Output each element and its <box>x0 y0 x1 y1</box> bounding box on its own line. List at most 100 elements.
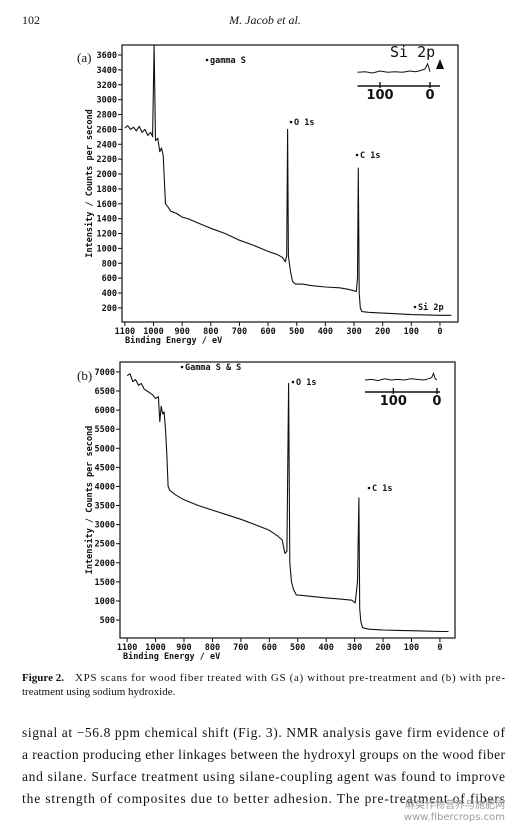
y-tick-label: 600 <box>102 274 117 284</box>
x-axis-title: Binding Energy / eV <box>125 335 222 346</box>
y-tick-label: 3500 <box>95 502 115 512</box>
y-tick-label: 2200 <box>97 155 117 165</box>
y-tick-label: 1800 <box>97 185 117 195</box>
x-tick-label: 100 <box>404 327 419 337</box>
x-tick-label: 600 <box>260 327 275 337</box>
annotation-dot <box>367 486 371 490</box>
caption-line: treatment using sodium hydroxide. <box>22 686 176 698</box>
x-tick-label: 1100 <box>115 327 135 337</box>
y-tick-label: 3000 <box>95 521 115 531</box>
watermark-url: www.fibercrops.com <box>404 812 505 823</box>
x-tick-label: 1000 <box>143 327 163 337</box>
annotation-dot <box>180 365 184 369</box>
y-tick-label: 5000 <box>95 444 115 454</box>
x-tick-label: 200 <box>375 327 390 337</box>
x-tick-label: 0 <box>437 643 442 653</box>
y-tick-label: 3200 <box>97 81 117 91</box>
annotation-dot <box>205 58 209 62</box>
inset-x-tick-label: 100 <box>366 88 393 103</box>
inset-x-tick-label: 100 <box>380 394 407 409</box>
caption-label: Figure 2. <box>22 672 64 684</box>
plot-frame <box>119 361 456 639</box>
y-tick-label: 5500 <box>95 425 115 435</box>
inset-line <box>357 62 431 74</box>
peak-annotation: O 1s <box>296 378 316 388</box>
x-tick-label: 0 <box>437 327 442 337</box>
peak-annotation: Gamma S & S <box>185 363 241 373</box>
x-tick-label: 700 <box>232 327 247 337</box>
watermark-site-name: 麻类作物营养与施肥网 <box>405 798 505 811</box>
peak-annotation: C 1s <box>360 151 380 161</box>
y-tick-label: 2600 <box>97 125 117 135</box>
inset-line <box>364 371 438 382</box>
body-line: a reaction producing ether linkages betw… <box>22 747 506 762</box>
x-tick-label: 500 <box>289 327 304 337</box>
body-line: signal at −56.8 ppm chemical shift (Fig.… <box>22 725 506 740</box>
caption-line: XPS scans for wood fiber treated with GS… <box>75 672 505 684</box>
x-tick-label: 600 <box>262 643 277 653</box>
y-tick-label: 3600 <box>97 51 117 61</box>
inset-x-tick-label: 0 <box>432 394 441 409</box>
y-tick-label: 1000 <box>97 244 117 254</box>
annotation-dot <box>289 120 293 124</box>
y-tick-label: 500 <box>100 616 115 626</box>
y-tick-label: 6000 <box>95 406 115 416</box>
inset-arrow <box>436 59 444 69</box>
x-tick-label: 500 <box>290 643 305 653</box>
annotation-dot <box>413 305 417 309</box>
x-tick-label: 300 <box>346 327 361 337</box>
x-tick-label: 800 <box>203 327 218 337</box>
peak-annotation: gamma S <box>210 56 246 66</box>
running-head: M. Jacob et al. <box>228 13 301 27</box>
y-tick-label: 3000 <box>97 96 117 106</box>
y-tick-label: 1500 <box>95 578 115 588</box>
x-tick-label: 800 <box>205 643 220 653</box>
y-tick-label: 2000 <box>95 559 115 569</box>
x-tick-label: 900 <box>174 327 189 337</box>
x-tick-label: 700 <box>233 643 248 653</box>
x-tick-label: 100 <box>404 643 419 653</box>
y-tick-label: 800 <box>102 259 117 269</box>
y-tick-label: 1200 <box>97 230 117 240</box>
y-tick-label: 2800 <box>97 111 117 121</box>
y-tick-label: 2500 <box>95 540 115 550</box>
annotation-dot <box>355 153 359 157</box>
y-tick-label: 1000 <box>95 597 115 607</box>
plot-frame <box>121 44 459 323</box>
x-axis-title: Binding Energy / eV <box>123 651 220 662</box>
spectrum-line <box>124 44 452 316</box>
y-tick-label: 3400 <box>97 66 117 76</box>
y-tick-label: 6500 <box>95 387 115 397</box>
x-tick-label: 1000 <box>145 643 165 653</box>
spectrum-line <box>126 373 449 633</box>
panel-label: (a) <box>77 50 91 65</box>
annotation-dot <box>291 380 295 384</box>
y-tick-label: 1600 <box>97 200 117 210</box>
x-tick-label: 900 <box>176 643 191 653</box>
y-tick-label: 1400 <box>97 215 117 225</box>
page-number: 102 <box>22 13 40 27</box>
inset-label: Si 2p <box>390 43 435 61</box>
body-line: and silane. Surface treatment using sila… <box>22 769 505 784</box>
y-tick-label: 2400 <box>97 140 117 150</box>
y-tick-label: 400 <box>102 289 117 299</box>
y-tick-label: 4500 <box>95 463 115 473</box>
inset-x-tick-label: 0 <box>425 88 434 103</box>
y-tick-label: 200 <box>102 304 117 314</box>
y-axis-title: Intensity / Counts per second <box>84 109 95 257</box>
peak-annotation: O 1s <box>294 118 314 128</box>
x-tick-label: 1100 <box>117 643 137 653</box>
x-tick-label: 400 <box>318 327 333 337</box>
y-tick-label: 4000 <box>95 482 115 492</box>
x-tick-label: 200 <box>375 643 390 653</box>
x-tick-label: 300 <box>347 643 362 653</box>
y-axis-title: Intensity / Counts per second <box>84 426 95 574</box>
y-tick-label: 7000 <box>95 368 115 378</box>
panel-label: (b) <box>77 368 92 383</box>
x-tick-label: 400 <box>318 643 333 653</box>
peak-annotation: Si 2p <box>418 302 444 313</box>
y-tick-label: 2000 <box>97 170 117 180</box>
peak-annotation: C 1s <box>372 484 392 494</box>
